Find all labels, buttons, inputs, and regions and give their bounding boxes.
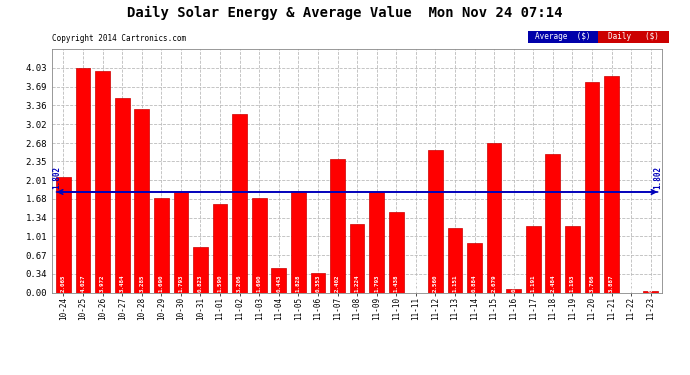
Text: 0.027: 0.027 [648,274,653,292]
Text: 4.027: 4.027 [81,274,86,292]
Text: 0.823: 0.823 [198,274,203,292]
Text: 1.690: 1.690 [257,274,262,292]
Bar [252,198,266,292]
Text: 0.055: 0.055 [511,274,516,292]
Text: 2.560: 2.560 [433,274,438,292]
Text: 0.000: 0.000 [629,274,633,292]
Text: 0.884: 0.884 [472,274,477,292]
Bar [584,82,600,292]
Text: 1.802: 1.802 [52,166,61,189]
Text: 1.151: 1.151 [453,274,457,292]
Bar [174,192,188,292]
Bar [643,291,658,292]
Text: 1.828: 1.828 [296,274,301,292]
Bar [95,71,110,292]
Bar [291,190,306,292]
Text: Copyright 2014 Cartronics.com: Copyright 2014 Cartronics.com [52,34,186,43]
Text: 1.590: 1.590 [217,274,223,292]
Text: 1.793: 1.793 [374,274,379,292]
Text: 3.285: 3.285 [139,274,144,292]
Bar [565,226,580,292]
Bar [135,109,149,292]
Text: 3.206: 3.206 [237,274,242,292]
Bar [448,228,462,292]
Text: 3.766: 3.766 [589,274,595,292]
Bar [389,212,404,292]
Bar [350,224,364,292]
Bar [467,243,482,292]
Bar [154,198,168,292]
Bar [233,114,247,292]
FancyBboxPatch shape [598,31,669,43]
Text: 1.438: 1.438 [394,274,399,292]
Text: Average  ($): Average ($) [535,32,591,41]
Text: 1.224: 1.224 [355,274,359,292]
Bar [546,154,560,292]
Bar [526,226,540,292]
Bar [506,290,521,292]
Text: 0.443: 0.443 [276,274,282,292]
Text: 3.484: 3.484 [119,274,125,292]
Text: 1.690: 1.690 [159,274,164,292]
Text: 1.802: 1.802 [653,166,662,189]
Text: 3.887: 3.887 [609,274,614,292]
Text: 2.484: 2.484 [551,274,555,292]
Text: 2.679: 2.679 [491,274,497,292]
Bar [193,247,208,292]
Bar [428,150,443,292]
Text: 1.193: 1.193 [570,274,575,292]
Text: 1.191: 1.191 [531,274,535,292]
Text: 0.000: 0.000 [413,274,418,292]
Bar [486,143,502,292]
Text: 2.065: 2.065 [61,274,66,292]
Bar [271,268,286,292]
Bar [310,273,325,292]
Text: Daily   ($): Daily ($) [608,32,659,41]
Bar [604,76,619,292]
Text: 3.972: 3.972 [100,274,105,292]
Bar [76,68,90,292]
Bar [330,159,345,292]
Text: 2.402: 2.402 [335,274,340,292]
FancyBboxPatch shape [528,31,598,43]
Bar [369,192,384,292]
Bar [213,204,228,292]
Text: Daily Solar Energy & Average Value  Mon Nov 24 07:14: Daily Solar Energy & Average Value Mon N… [127,6,563,20]
Text: 0.353: 0.353 [315,274,320,292]
Bar [56,177,71,292]
Text: 1.793: 1.793 [179,274,184,292]
Bar [115,98,130,292]
